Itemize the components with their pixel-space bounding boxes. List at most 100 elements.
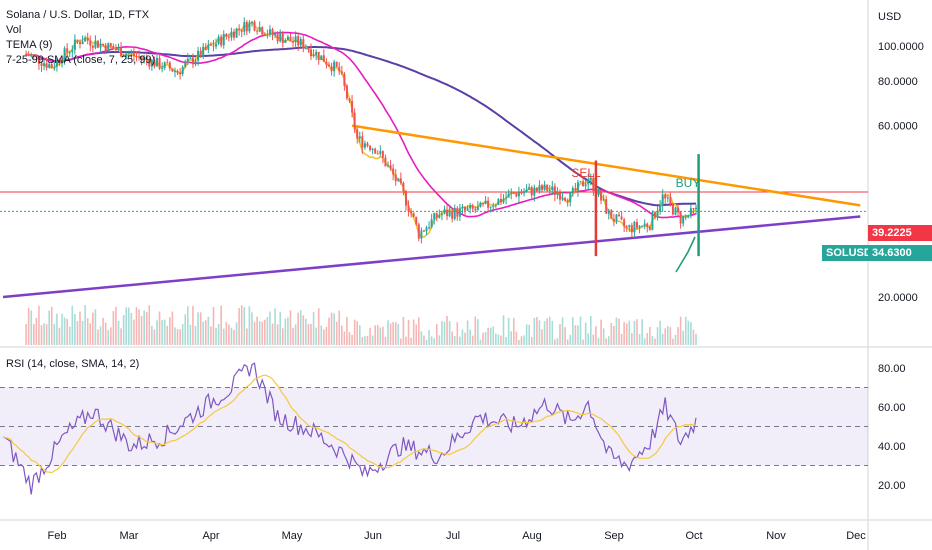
candle-body: [250, 21, 253, 23]
buy-arrow: [675, 236, 696, 273]
tema-legend[interactable]: TEMA (9): [6, 39, 53, 51]
candle-body: [474, 208, 477, 211]
volume-bar: [392, 321, 394, 345]
vol-legend[interactable]: Vol: [6, 24, 22, 36]
volume-bar: [343, 331, 346, 345]
volume-bar: [405, 336, 407, 345]
volume-bar: [492, 326, 495, 345]
candle-body: [135, 55, 138, 57]
volume-bar: [30, 310, 33, 345]
volume-bar: [631, 333, 633, 345]
sma-99-line: [25, 46, 696, 207]
candle-body: [574, 188, 577, 191]
volume-bar: [664, 328, 667, 345]
volume-bar: [117, 321, 120, 345]
volume-bar: [171, 311, 174, 345]
candle-body: [633, 221, 636, 233]
candle-body: [117, 47, 120, 50]
volume-bar: [192, 305, 194, 345]
volume-bar: [384, 336, 387, 345]
volume-bar: [92, 312, 94, 345]
rsi-ma-line: [2, 374, 697, 474]
candle-body: [494, 204, 497, 207]
volume-bar: [138, 309, 140, 345]
candle-body: [184, 62, 187, 67]
volume-bar: [187, 306, 189, 345]
rsi-tick-label: 60.00: [878, 402, 906, 414]
candle-body: [238, 28, 241, 30]
volume-bar: [35, 317, 38, 345]
candle-body: [371, 148, 374, 150]
candle-body: [387, 165, 390, 167]
volume-bar: [546, 318, 548, 345]
candle-body: [127, 53, 130, 55]
volume-bar: [543, 321, 546, 345]
candle-body: [597, 190, 600, 195]
volume-bar: [68, 326, 71, 345]
volume-bar: [225, 322, 228, 345]
volume-bar: [556, 338, 559, 345]
volume-bar: [274, 308, 276, 345]
volume-bar: [210, 326, 212, 345]
candle-body: [564, 198, 567, 201]
volume-bar: [58, 327, 61, 345]
volume-bar: [151, 325, 153, 345]
volume-bar: [674, 334, 677, 345]
volume-bar: [325, 327, 328, 345]
candle-body: [620, 216, 623, 220]
candle-body: [438, 215, 441, 218]
candle-body: [163, 62, 166, 68]
candle-body: [410, 211, 413, 214]
volume-bar: [166, 325, 169, 345]
rsi-legend[interactable]: RSI (14, close, SMA, 14, 2): [6, 358, 140, 370]
candle-body: [543, 184, 546, 191]
volume-bar: [33, 324, 35, 345]
candle-body: [618, 214, 621, 217]
candle-body: [628, 225, 631, 228]
candle-body: [356, 129, 359, 139]
volume-bar: [233, 329, 235, 345]
candle-body: [61, 61, 64, 64]
volume-bar: [181, 324, 184, 345]
volume-bar: [369, 327, 371, 345]
volume-bar: [682, 330, 684, 345]
volume-bar: [695, 333, 697, 345]
candle-body: [643, 223, 646, 226]
volume-bar: [158, 311, 161, 345]
candle-body: [45, 63, 48, 68]
volume-bar: [618, 318, 620, 345]
volume-bar: [38, 305, 40, 345]
candle-body: [145, 57, 148, 60]
candle-body: [68, 52, 71, 54]
volume-bar: [451, 331, 453, 345]
candle-body: [389, 165, 392, 169]
volume-bar: [148, 305, 151, 345]
candle-body: [173, 70, 176, 72]
volume-bar: [677, 327, 679, 345]
candle-body: [181, 66, 184, 75]
candle-body: [404, 191, 407, 206]
volume-bar: [333, 313, 335, 345]
volume-bar: [443, 321, 446, 345]
symbol-title[interactable]: Solana / U.S. Dollar, 1D, FTX: [6, 9, 150, 21]
candle-body: [253, 21, 256, 31]
candle-body: [399, 178, 402, 184]
candle-body: [63, 48, 66, 62]
candle-body: [692, 208, 695, 210]
candle-body: [225, 34, 228, 37]
volume-bar: [335, 321, 338, 345]
candle-body: [407, 205, 410, 212]
candle-body: [538, 185, 541, 192]
candle-body: [48, 64, 51, 68]
volume-bars: [25, 305, 697, 345]
volume-bar: [348, 332, 351, 345]
volume-bar: [605, 338, 607, 345]
candle-body: [515, 193, 518, 197]
volume-bar: [679, 316, 682, 345]
sma-legend[interactable]: 7-25-99 SMA (close, 7, 25, 99): [6, 54, 156, 66]
candle-body: [499, 199, 502, 203]
volume-bar: [687, 320, 690, 345]
candle-body: [79, 41, 82, 45]
volume-bar: [256, 316, 258, 345]
